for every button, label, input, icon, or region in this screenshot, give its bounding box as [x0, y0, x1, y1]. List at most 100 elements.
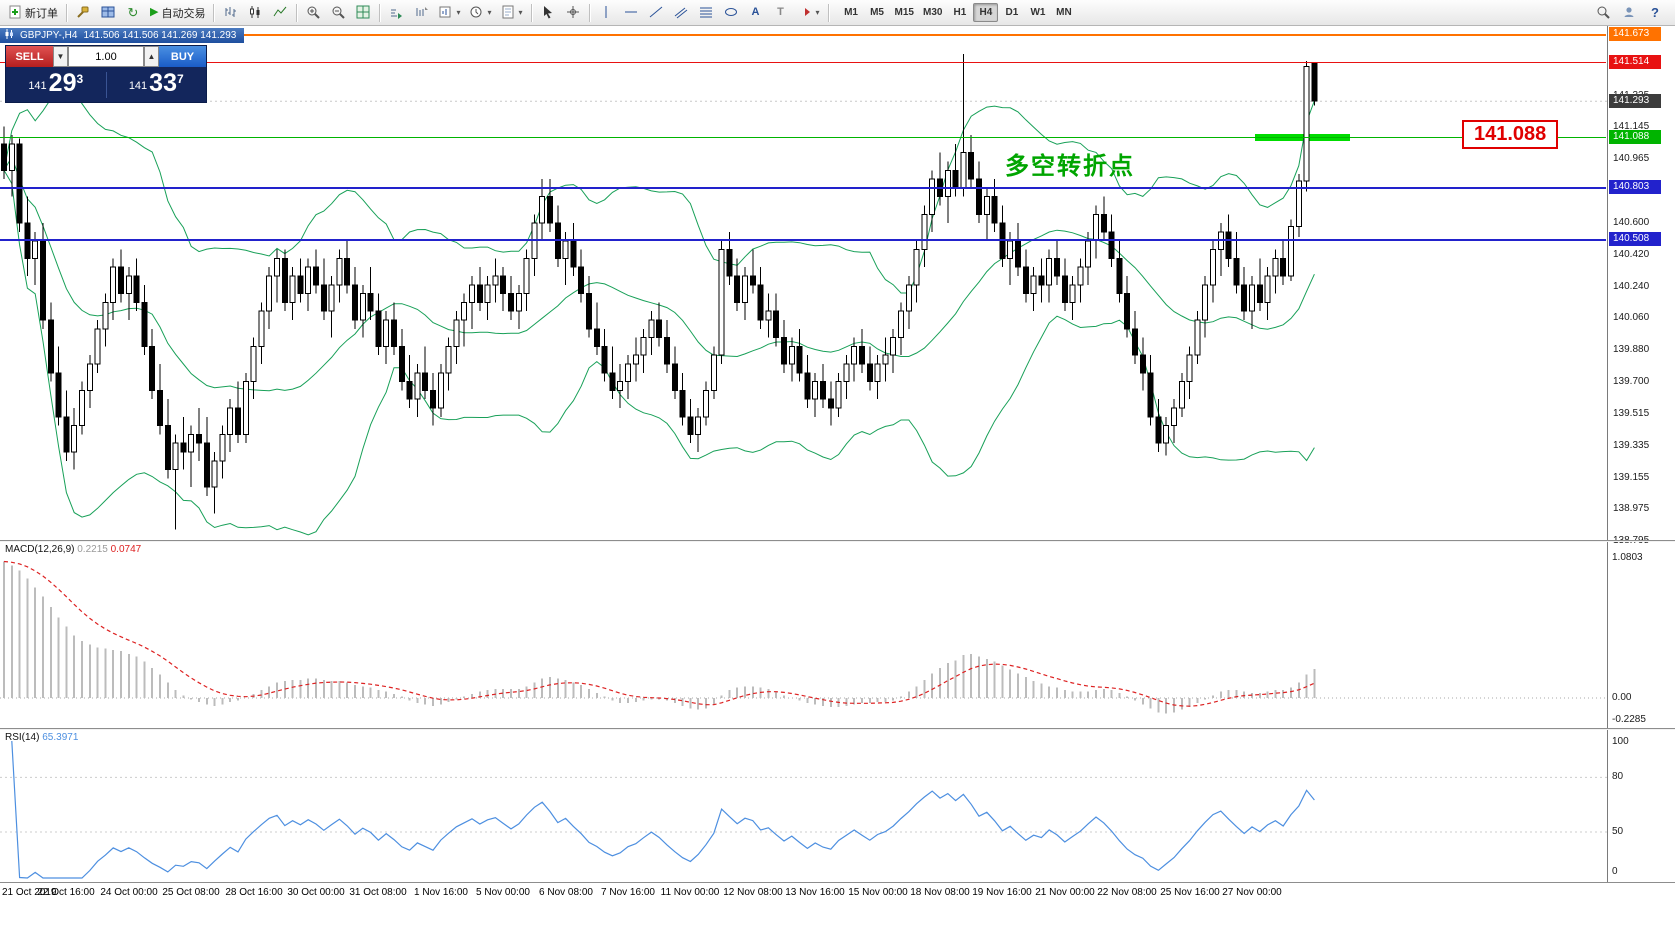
price-tick-label: 139.700	[1613, 376, 1650, 387]
horizontal-line-button[interactable]	[619, 2, 643, 24]
time-tick-label: 27 Nov 00:00	[1222, 887, 1282, 898]
time-tick-label: 5 Nov 00:00	[476, 887, 530, 898]
timeframe-d1-button[interactable]: D1	[999, 3, 1024, 22]
search-button[interactable]	[1591, 2, 1615, 24]
panel-separator[interactable]	[0, 540, 1675, 542]
timeframe-h1-button[interactable]: H1	[947, 3, 972, 22]
metaeditor-button[interactable]	[71, 2, 95, 24]
price-tick-label: 140.420	[1613, 249, 1650, 260]
periods-button[interactable]: ▾	[465, 2, 495, 24]
zoom-in-button[interactable]	[301, 2, 325, 24]
rsi-label: RSI(14) 65.3971	[5, 732, 79, 743]
level-price-box: 141.088	[1609, 130, 1661, 144]
templates-icon	[501, 5, 515, 21]
time-tick-label: 1 Nov 16:00	[414, 887, 468, 898]
community-button[interactable]	[1617, 2, 1641, 24]
auto-trading-button[interactable]: ▶ 自动交易	[146, 2, 209, 24]
time-tick-label: 6 Nov 08:00	[539, 887, 593, 898]
line-chart-icon	[273, 5, 287, 21]
text-label-button[interactable]: T	[769, 2, 793, 24]
volume-increase-button[interactable]: ▲	[144, 46, 159, 67]
sell-button[interactable]: SELL	[6, 46, 53, 67]
new-chart-button[interactable]: ▾	[434, 2, 464, 24]
crosshair-button[interactable]	[561, 2, 585, 24]
new-order-icon	[8, 5, 22, 21]
chart-icon	[4, 29, 14, 42]
price-tick-label: 140.965	[1613, 153, 1650, 164]
timeframe-h4-button[interactable]: H4	[973, 3, 999, 22]
shapes-icon	[724, 5, 738, 21]
price-tick-label: 139.880	[1613, 344, 1650, 355]
periods-icon	[469, 5, 483, 21]
panel-separator[interactable]	[0, 728, 1675, 730]
zoom-out-button[interactable]	[326, 2, 350, 24]
time-tick-label: 11 Nov 00:00	[660, 887, 720, 898]
timeframe-m5-button[interactable]: M5	[865, 3, 890, 22]
shapes-button[interactable]	[719, 2, 743, 24]
price-axis[interactable]: 141.293 141.325141.145140.965140.783140.…	[1607, 26, 1675, 910]
volume-up-icon: ▲	[147, 52, 156, 61]
new-order-button[interactable]: 新订单	[4, 2, 62, 24]
timeframe-w1-button[interactable]: W1	[1025, 3, 1050, 22]
volume-input[interactable]	[68, 46, 144, 67]
help-button[interactable]: ?	[1643, 2, 1667, 24]
time-tick-label: 31 Oct 08:00	[349, 887, 407, 898]
volume-decrease-button[interactable]: ▼	[53, 46, 68, 67]
macd-panel-canvas[interactable]	[0, 542, 1607, 728]
price-chart-canvas[interactable]	[0, 26, 1607, 540]
price-tick-label: 141.145	[1613, 121, 1650, 132]
profiles-icon	[101, 5, 115, 21]
time-axis[interactable]: 21 Oct 2019 22 Oct 16:00 24 Oct 00:00 25 Oc…	[0, 882, 1675, 910]
timeframe-mn-button[interactable]: MN	[1051, 3, 1076, 22]
macd-axis-min: -0.2285	[1612, 714, 1646, 725]
channel-button[interactable]	[669, 2, 693, 24]
timeframe-m15-button[interactable]: M15	[891, 3, 918, 22]
pivot-annotation-text[interactable]: 多空转折点	[1005, 153, 1135, 180]
tile-windows-button[interactable]	[351, 2, 375, 24]
volume-down-icon: ▼	[56, 52, 65, 61]
bar-chart-icon	[223, 5, 237, 21]
fibonacci-button[interactable]	[694, 2, 718, 24]
line-chart-button[interactable]	[268, 2, 292, 24]
price-tick-label: 139.515	[1613, 408, 1650, 419]
vertical-line-icon	[599, 5, 613, 21]
templates-button[interactable]: ▾	[497, 2, 527, 24]
sell-price-display: 141 29 3	[28, 68, 84, 97]
buy-button[interactable]: BUY	[159, 46, 206, 67]
tile-windows-icon	[356, 5, 370, 21]
time-tick-label: 25 Nov 16:00	[1160, 887, 1220, 898]
autoscroll-button[interactable]	[384, 2, 408, 24]
time-tick-label: 21 Nov 00:00	[1035, 887, 1095, 898]
text-button[interactable]: A	[744, 2, 768, 24]
rsi-panel-canvas[interactable]	[0, 730, 1607, 880]
trendline-button[interactable]	[644, 2, 668, 24]
vertical-line-button[interactable]	[594, 2, 618, 24]
main-toolbar: 新订单 ↻ ▶ 自动交易 ▾	[0, 0, 1675, 26]
trendline-icon	[649, 5, 663, 21]
level-price-box: 140.803	[1609, 180, 1661, 194]
price-flag-label[interactable]: 141.088	[1462, 120, 1559, 149]
chevron-down-icon: ▾	[456, 8, 461, 17]
toolbar-separator	[530, 3, 532, 22]
arrows-icon	[798, 5, 812, 21]
cursor-button[interactable]	[536, 2, 560, 24]
metaeditor-icon	[76, 5, 90, 21]
text-icon: A	[751, 6, 760, 18]
price-divider	[105, 71, 107, 98]
refresh-button[interactable]: ↻	[121, 2, 145, 24]
timeframe-m30-button[interactable]: M30	[919, 3, 946, 22]
toolbar-separator	[588, 3, 590, 22]
bar-chart-button[interactable]	[218, 2, 242, 24]
timeframe-m1-button[interactable]: M1	[839, 3, 864, 22]
toolbar-separator	[66, 3, 67, 22]
chart-shift-button[interactable]	[409, 2, 433, 24]
profiles-button[interactable]	[96, 2, 120, 24]
time-tick-label: 30 Oct 00:00	[287, 887, 345, 898]
rsi-axis-80: 80	[1612, 771, 1624, 782]
arrows-button[interactable]: ▾	[794, 2, 824, 24]
zoom-out-icon	[331, 5, 346, 21]
auto-trading-icon: ▶	[150, 6, 159, 18]
candlestick-chart-button[interactable]	[243, 2, 267, 24]
chevron-down-icon: ▾	[487, 8, 492, 17]
crosshair-icon	[566, 5, 580, 21]
